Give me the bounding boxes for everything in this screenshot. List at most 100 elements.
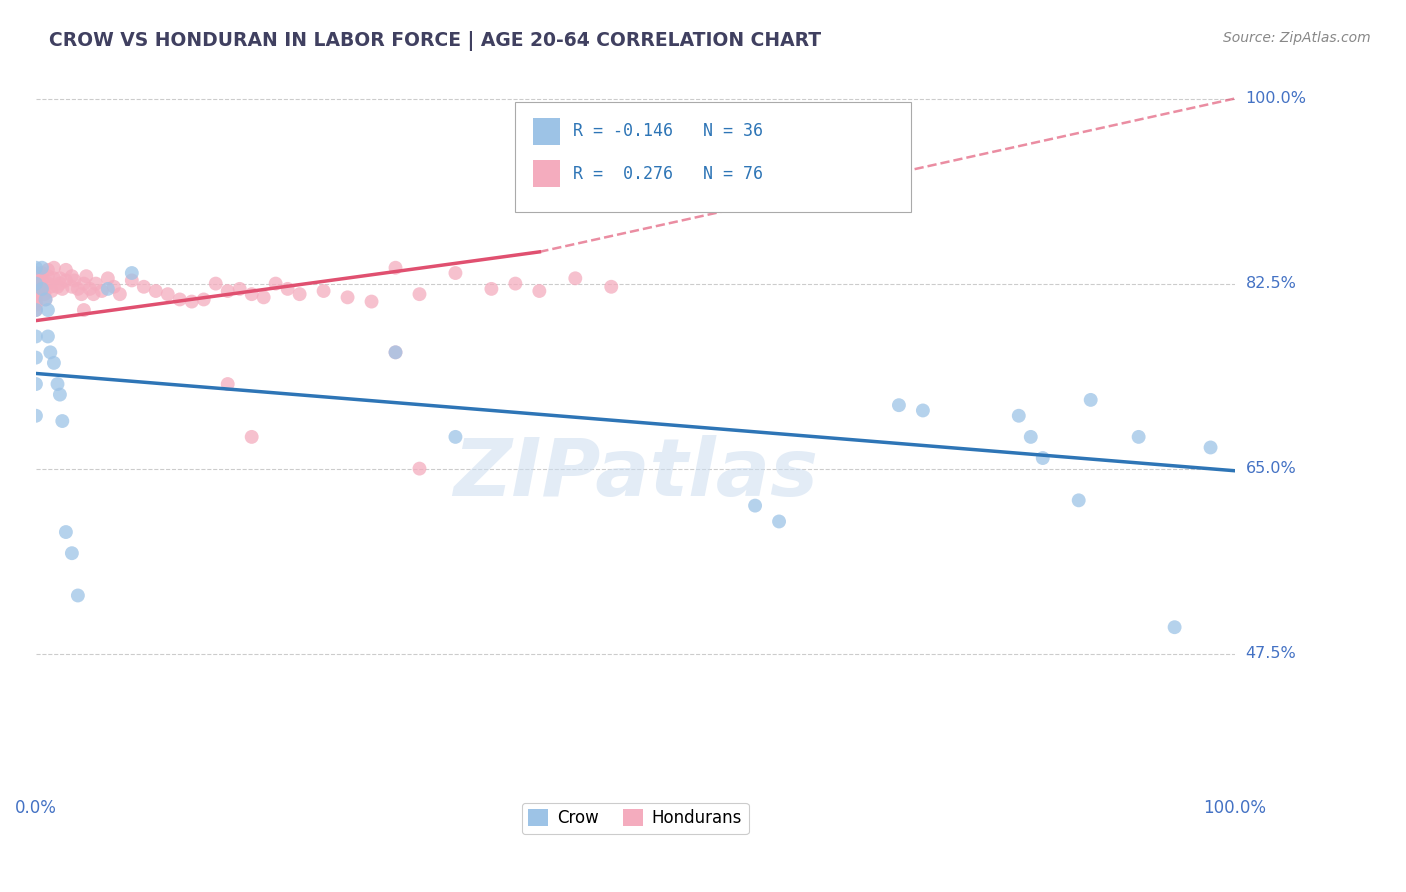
Point [277,282,299,296]
Point [37,263,59,277]
Point [481,282,503,296]
Point [49,277,72,291]
Text: ZIPatlas: ZIPatlas [453,435,818,513]
Point [25,277,48,291]
Point [37,303,59,318]
Point [31,273,53,287]
Point [63,273,86,287]
Point [49,271,72,285]
Point [41,284,63,298]
Point [228,282,250,296]
Point [564,271,586,285]
FancyBboxPatch shape [533,161,560,187]
Point [70,287,93,301]
Point [1163,620,1185,634]
Point [887,398,910,412]
Point [97,271,120,285]
Point [60,279,83,293]
FancyBboxPatch shape [533,118,560,145]
Point [156,287,179,301]
Point [360,294,382,309]
Point [66,589,89,603]
Point [25,409,48,423]
Point [132,279,155,293]
Point [37,329,59,343]
Point [42,356,65,370]
Point [600,279,623,293]
Point [75,269,97,284]
Point [66,282,89,296]
Point [911,403,934,417]
Point [90,284,112,298]
Point [25,290,48,304]
Point [55,273,77,287]
Point [217,377,239,392]
Point [79,282,101,296]
Point [25,298,48,312]
Point [384,260,406,275]
Text: Source: ZipAtlas.com: Source: ZipAtlas.com [1223,31,1371,45]
Point [73,303,96,318]
Point [30,279,52,293]
Point [25,279,48,293]
Point [25,277,48,291]
Point [25,271,48,285]
Point [84,277,107,291]
Point [103,279,125,293]
Text: 82.5%: 82.5% [1246,277,1296,291]
Text: CROW VS HONDURAN IN LABOR FORCE | AGE 20-64 CORRELATION CHART: CROW VS HONDURAN IN LABOR FORCE | AGE 20… [49,31,821,51]
Point [384,345,406,359]
Point [408,287,430,301]
Point [145,284,167,298]
Point [121,273,143,287]
Point [25,351,48,365]
Legend: Crow, Hondurans: Crow, Hondurans [522,803,749,834]
Point [529,284,551,298]
Point [312,284,335,298]
Point [768,515,790,529]
Point [25,294,48,309]
Point [1080,392,1102,407]
Point [82,287,104,301]
Point [240,430,263,444]
Point [180,294,202,309]
Point [73,277,96,291]
Point [34,287,56,301]
Point [31,260,53,275]
Point [37,269,59,284]
Point [288,287,311,301]
Point [505,277,527,291]
Text: 100.0%: 100.0% [1246,91,1306,106]
Point [444,266,467,280]
Point [60,269,83,284]
Point [39,345,62,359]
Point [25,377,48,392]
Point [169,293,191,307]
Point [1019,430,1042,444]
Point [55,263,77,277]
Point [1067,493,1090,508]
Text: R =  0.276   N = 76: R = 0.276 N = 76 [572,165,763,183]
Point [384,345,406,359]
Point [25,303,48,318]
Point [28,277,51,291]
Text: 65.0%: 65.0% [1246,461,1296,476]
Point [408,461,430,475]
Point [25,284,48,298]
Text: R = -0.146   N = 36: R = -0.146 N = 36 [572,122,763,140]
Point [1128,430,1150,444]
Point [42,271,65,285]
Point [46,279,69,293]
Point [108,287,131,301]
Point [51,282,73,296]
Point [1032,451,1054,466]
Point [25,266,48,280]
Point [121,266,143,280]
Point [1199,441,1222,455]
Point [49,387,72,401]
Point [55,524,77,539]
FancyBboxPatch shape [516,103,911,212]
Point [42,260,65,275]
Point [25,329,48,343]
Text: 47.5%: 47.5% [1246,646,1296,661]
